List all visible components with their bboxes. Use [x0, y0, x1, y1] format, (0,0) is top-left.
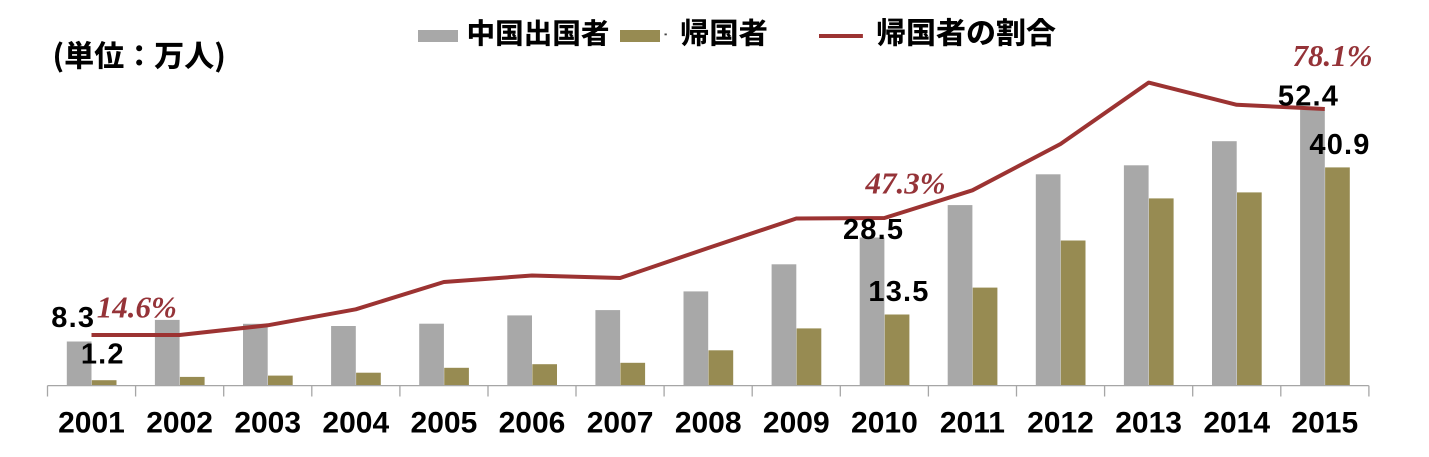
svg-text:2005: 2005	[411, 407, 478, 440]
svg-text:2015: 2015	[1291, 407, 1358, 440]
svg-text:2002: 2002	[146, 407, 213, 440]
svg-text:47.3%: 47.3%	[864, 166, 945, 201]
svg-text:2013: 2013	[1115, 407, 1182, 440]
svg-text:40.9: 40.9	[1309, 129, 1370, 161]
svg-text:2001: 2001	[58, 407, 125, 440]
svg-text:2003: 2003	[234, 407, 301, 440]
svg-text:2012: 2012	[1027, 407, 1094, 440]
svg-text:2009: 2009	[763, 407, 830, 440]
svg-text:1.2: 1.2	[81, 339, 125, 371]
svg-text:13.5: 13.5	[868, 276, 929, 308]
svg-text:2011: 2011	[940, 407, 1005, 440]
svg-text:8.3: 8.3	[51, 302, 95, 334]
svg-text:2014: 2014	[1203, 407, 1270, 440]
svg-text:2004: 2004	[322, 407, 389, 440]
svg-text:2006: 2006	[499, 407, 566, 440]
svg-text:28.5: 28.5	[843, 214, 904, 246]
svg-text:14.6%: 14.6%	[97, 290, 177, 325]
svg-text:2010: 2010	[851, 407, 918, 440]
svg-text:52.4: 52.4	[1278, 80, 1339, 112]
svg-text:78.1%: 78.1%	[1292, 38, 1372, 73]
svg-text:2008: 2008	[675, 407, 742, 440]
svg-text:2007: 2007	[587, 407, 654, 440]
